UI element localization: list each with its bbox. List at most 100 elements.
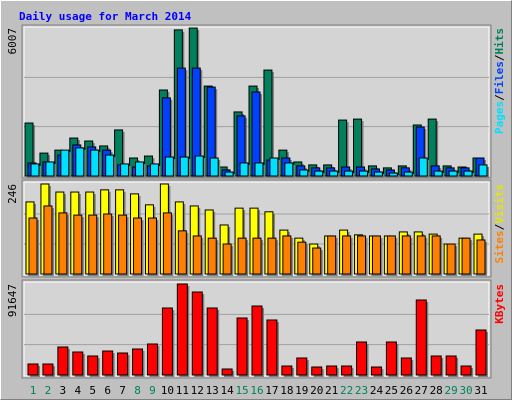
x-tick-label: 10: [161, 384, 174, 397]
x-tick-label: 18: [280, 384, 293, 397]
x-tick-label: 24: [370, 384, 384, 397]
bar: [146, 343, 158, 376]
bar: [133, 217, 143, 275]
x-tick-label: 1: [30, 384, 37, 397]
legend-separator: /: [493, 94, 506, 101]
bar: [120, 163, 130, 177]
x-tick-label: 13: [206, 384, 219, 397]
bar: [87, 355, 99, 376]
x-tick-label: 20: [310, 384, 323, 397]
x-tick-label: 26: [400, 384, 413, 397]
bar: [327, 235, 337, 275]
x-tick-label: 11: [176, 384, 189, 397]
x-tick-label: 23: [355, 384, 368, 397]
bar: [162, 212, 172, 275]
bar: [102, 350, 114, 376]
bar: [103, 213, 113, 275]
bar: [430, 355, 442, 376]
x-tick-label: 27: [415, 384, 428, 397]
bar: [149, 163, 159, 177]
bar: [446, 243, 456, 275]
bar: [254, 162, 264, 177]
bar: [478, 164, 488, 177]
bar: [209, 157, 219, 177]
bar: [431, 235, 441, 275]
bar: [475, 329, 487, 376]
bar: [58, 212, 68, 275]
x-tick-label: 3: [60, 384, 67, 397]
bar: [266, 319, 278, 376]
bar: [164, 156, 174, 177]
bar: [357, 235, 367, 275]
bar: [177, 230, 187, 275]
x-tick-label: 25: [385, 384, 398, 397]
x-tick-label: 15: [235, 384, 248, 397]
bar: [284, 162, 294, 177]
bar: [252, 237, 262, 275]
x-tick-label: 12: [191, 384, 204, 397]
bar: [296, 357, 308, 376]
bar: [326, 365, 338, 376]
bar: [132, 348, 144, 376]
x-tick-label: 28: [430, 384, 443, 397]
legend: Sites/Visits: [493, 184, 506, 264]
legend-entry: Sites: [493, 230, 506, 263]
bar: [445, 355, 457, 376]
x-tick-label: 14: [221, 384, 235, 397]
legend-separator: /: [493, 223, 506, 230]
bar: [400, 357, 412, 376]
legend-entry: KBytes: [493, 284, 506, 324]
bar: [403, 171, 413, 177]
bar: [176, 283, 188, 376]
x-tick-label: 31: [474, 384, 487, 397]
x-tick-label: 5: [89, 384, 96, 397]
bar: [222, 243, 232, 275]
bar: [359, 170, 369, 177]
y-tick-label: 6007: [6, 28, 19, 55]
bar: [314, 170, 324, 177]
legend-entry: Files: [493, 61, 506, 94]
x-tick-label: 4: [74, 384, 81, 397]
bar: [269, 157, 279, 177]
legend-entry: Pages: [493, 101, 506, 134]
bar: [88, 214, 98, 275]
bar: [73, 214, 83, 275]
x-tick-label: 6: [104, 384, 111, 397]
x-tick-label: 30: [459, 384, 472, 397]
bar: [433, 170, 443, 177]
bar: [194, 155, 204, 177]
bar: [344, 170, 354, 177]
bar: [237, 237, 247, 275]
bar: [448, 170, 458, 177]
bar: [118, 214, 128, 275]
x-tick-label: 19: [295, 384, 308, 397]
bar: [476, 239, 486, 275]
bar: [206, 307, 218, 376]
y-tick-label: 91647: [6, 284, 19, 317]
bar: [179, 156, 189, 177]
bar: [297, 241, 307, 275]
legend-separator: /: [493, 54, 506, 61]
bar: [460, 365, 472, 376]
x-tick-label: 9: [149, 384, 156, 397]
bar: [385, 341, 397, 376]
y-tick-label: 246: [6, 184, 19, 204]
legend-entry: Visits: [493, 184, 506, 224]
bar: [27, 363, 39, 376]
bar: [373, 171, 383, 177]
bar: [43, 205, 53, 275]
bar: [117, 352, 129, 376]
bar: [72, 351, 84, 376]
bar: [329, 170, 339, 177]
bar: [415, 299, 427, 376]
bar: [386, 235, 396, 275]
bar: [356, 341, 368, 376]
bar: [192, 235, 202, 275]
x-tick-label: 16: [250, 384, 263, 397]
x-tick-label: 21: [325, 384, 338, 397]
bar: [416, 235, 426, 275]
bar: [147, 217, 157, 275]
bar: [418, 157, 428, 177]
bar: [221, 368, 233, 376]
x-tick-label: 17: [265, 384, 278, 397]
